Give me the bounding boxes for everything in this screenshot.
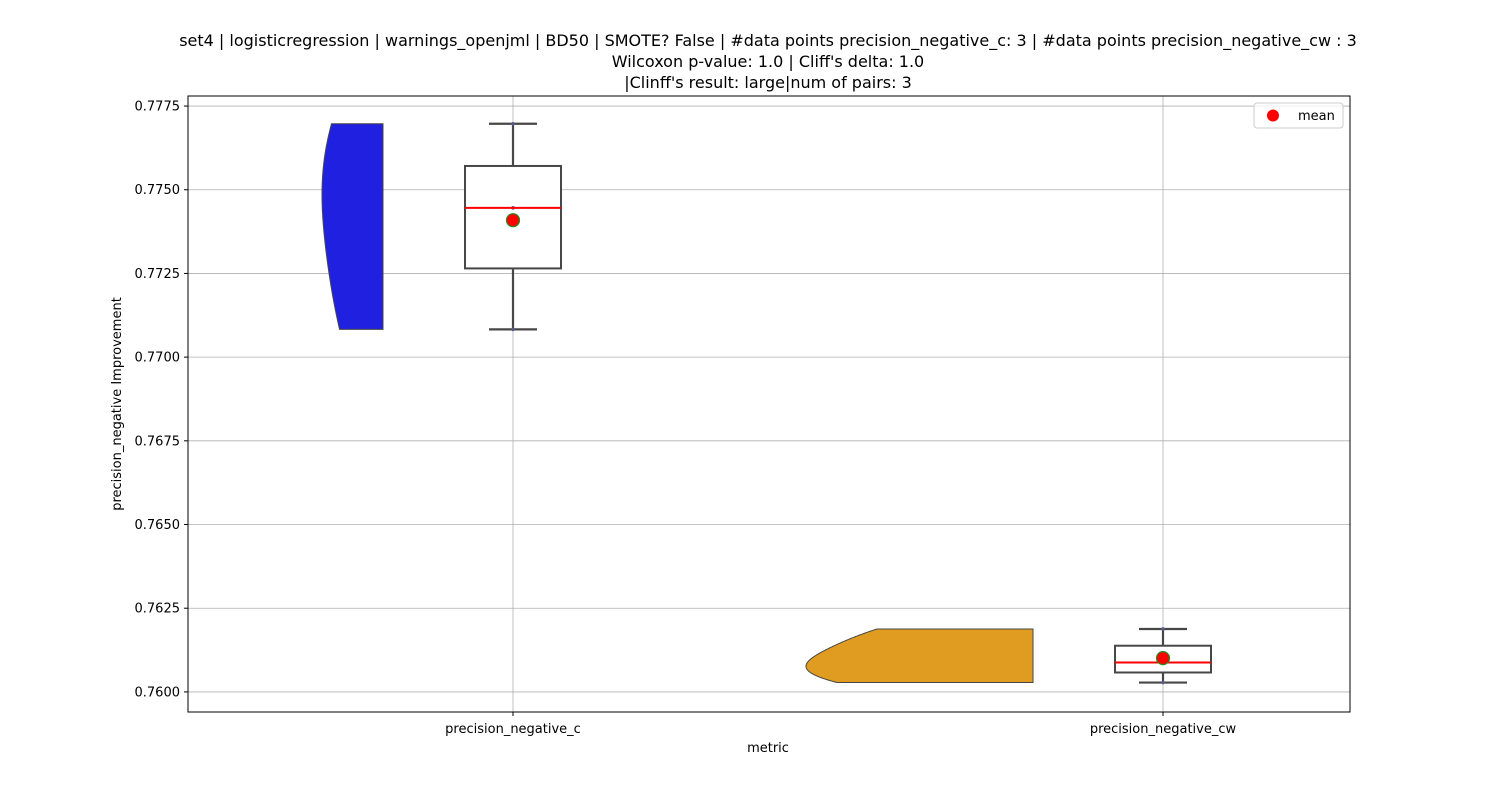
mean-marker [505,213,521,228]
y-tick-label: 0.7700 [135,351,181,366]
y-tick-label: 0.7725 [135,267,181,282]
title-line-1: set4 | logisticregression | warnings_ope… [179,31,1357,51]
mean-marker [1155,650,1171,666]
boxplots [464,121,1212,685]
chart-title: set4 | logisticregression | warnings_ope… [179,31,1357,92]
legend: mean [1253,102,1344,129]
legend-box [1253,102,1344,129]
y-tick-label: 0.7600 [135,685,181,700]
violin-precision_negative_c [321,123,384,330]
y-tick-label: 0.7675 [135,434,181,449]
data-point [1161,627,1165,631]
data-point [1161,680,1165,685]
legend-label-mean: mean [1298,109,1335,124]
y-tick-label: 0.7625 [135,602,181,617]
y-tick-label: 0.7650 [135,518,181,533]
x-tick-label: precision_negative_c [445,722,581,737]
y-tick-label: 0.7750 [135,183,181,198]
y-axis-label: precision_negative Improvement [110,297,125,511]
data-point [511,121,515,126]
violin-precision_negative_cw [805,628,1034,684]
data-point [511,327,515,332]
x-axis-ticks: precision_negative_c precision_negative_c… [445,712,1237,737]
x-tick-label: precision_negative_cw [1090,722,1237,737]
y-tick-label: 0.7775 [135,100,181,115]
x-axis-label: metric [747,741,789,756]
y-axis-ticks: 0.7600 0.7625 0.7650 0.7675 0.7700 0.7725 0.77… [135,100,188,700]
title-line-2: Wilcoxon p-value: 1.0 | Cliff's delta: 1… [612,52,924,71]
legend-mean-marker [1267,109,1279,122]
violins [321,123,1034,684]
title-line-3: |Clinff's result: large|num of pairs: 3 [624,73,912,92]
plot-frame [187,95,1351,713]
